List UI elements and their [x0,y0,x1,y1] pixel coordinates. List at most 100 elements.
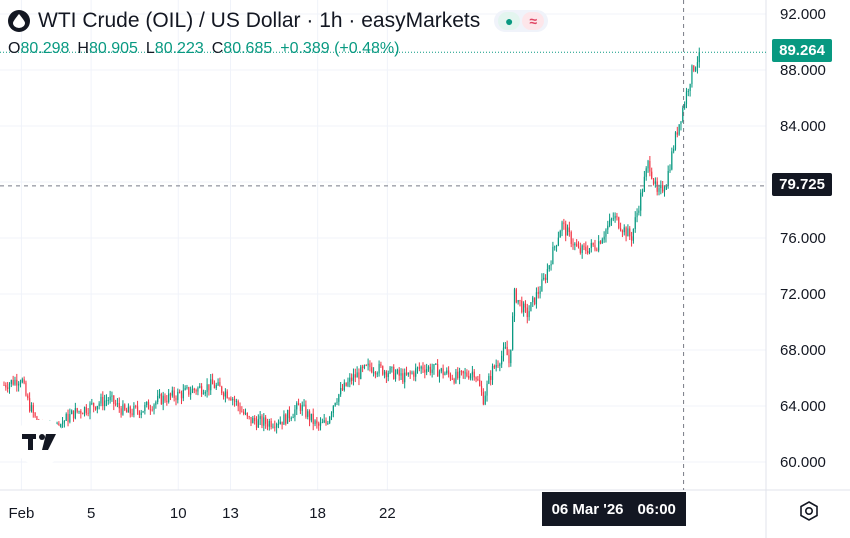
candle-body [257,419,259,428]
time-axis[interactable]: Feb 5 10 13 18 22 [8,505,395,522]
status-badges: ● ≈ [494,10,549,32]
candle-body [96,405,98,410]
candle-body [601,239,603,244]
candle-body [83,407,86,414]
candle-body [356,372,358,378]
candle-body [201,386,203,395]
candle-body [226,391,228,399]
candle-body [332,405,334,413]
candle-body [420,366,422,369]
candle-body [305,404,307,417]
candle-body [389,367,391,374]
candle-body [61,422,64,425]
candle-body [111,395,113,397]
candle-body [673,148,675,152]
candle-body [413,372,415,377]
candle-body [418,367,420,369]
candle-body [160,394,162,405]
candle-body [460,370,463,372]
candle-body [147,401,150,410]
candle-body [660,185,662,189]
candle-body [592,242,594,246]
low-label: L [145,40,155,57]
candle-body [515,289,517,303]
candle-body [18,383,20,386]
candle-body [149,409,151,411]
candle-body [195,390,197,392]
candle-body [695,67,697,71]
candle-body [506,346,508,356]
candle-body [372,372,375,374]
candle-body [329,416,331,424]
candle-body [113,395,115,404]
candle-body [376,373,378,375]
candle-body [431,369,433,373]
candle-body [254,417,256,422]
candle-body [297,403,300,406]
candle-body [122,404,124,415]
candle-body [199,386,201,388]
candle-series [3,47,700,443]
candle-body [480,385,483,393]
candle-body [36,416,38,424]
candle-body [182,389,184,399]
candle-body [169,393,172,396]
candle-body [667,170,669,187]
approx-icon[interactable]: ≈ [522,12,545,30]
candle-body [354,374,356,378]
candle-body [69,414,71,422]
candle-body [508,355,510,364]
candle-body [378,363,380,374]
settings-gear-icon[interactable] [798,500,820,522]
candle-body [3,385,5,386]
tradingview-logo[interactable] [14,420,66,464]
candle-body [274,426,276,428]
candle-body [619,228,622,231]
candle-body [285,414,287,424]
candle-body [5,385,7,388]
candle-body [166,400,168,402]
price-axis[interactable]: 92.00088.00084.00080.00076.00072.00068.0… [780,6,826,471]
candle-body [155,401,157,405]
candle-body [235,401,237,402]
candle-body [577,246,580,248]
candle-body [383,371,386,375]
candle-body [71,410,73,415]
candle-body [129,406,131,414]
candle-body [94,406,97,410]
candle-body [409,372,411,374]
candle-body [16,379,18,386]
candle-body [334,402,336,406]
candle-body [263,417,265,426]
candle-body [8,383,11,389]
candle-body [327,423,329,424]
candle-body [587,250,589,254]
candle-body [479,379,481,386]
candle-body [232,399,234,401]
candle-body [307,411,309,417]
symbol-title[interactable]: WTI Crude (OIL) / US Dollar · 1h · easyM… [38,9,481,32]
candle-body [136,406,139,412]
candle-body [568,227,570,232]
candle-body [669,169,671,171]
candle-body [486,383,488,396]
candle-body [437,364,439,377]
candle-body [281,421,283,425]
candle-body [312,413,314,424]
candle-body [442,368,444,376]
candle-body [581,245,583,253]
x-tick-label: 10 [170,505,187,522]
candle-body [74,408,76,419]
candle-body [7,387,9,389]
candle-body [658,188,660,192]
market-open-dot-icon[interactable]: ● [498,12,521,30]
candle-body [614,215,616,219]
candle-body [546,269,549,280]
candle-body [319,422,322,426]
close-label: C [211,40,224,57]
candle-body [387,373,389,378]
candle-body [405,372,408,375]
candle-body [612,218,614,220]
